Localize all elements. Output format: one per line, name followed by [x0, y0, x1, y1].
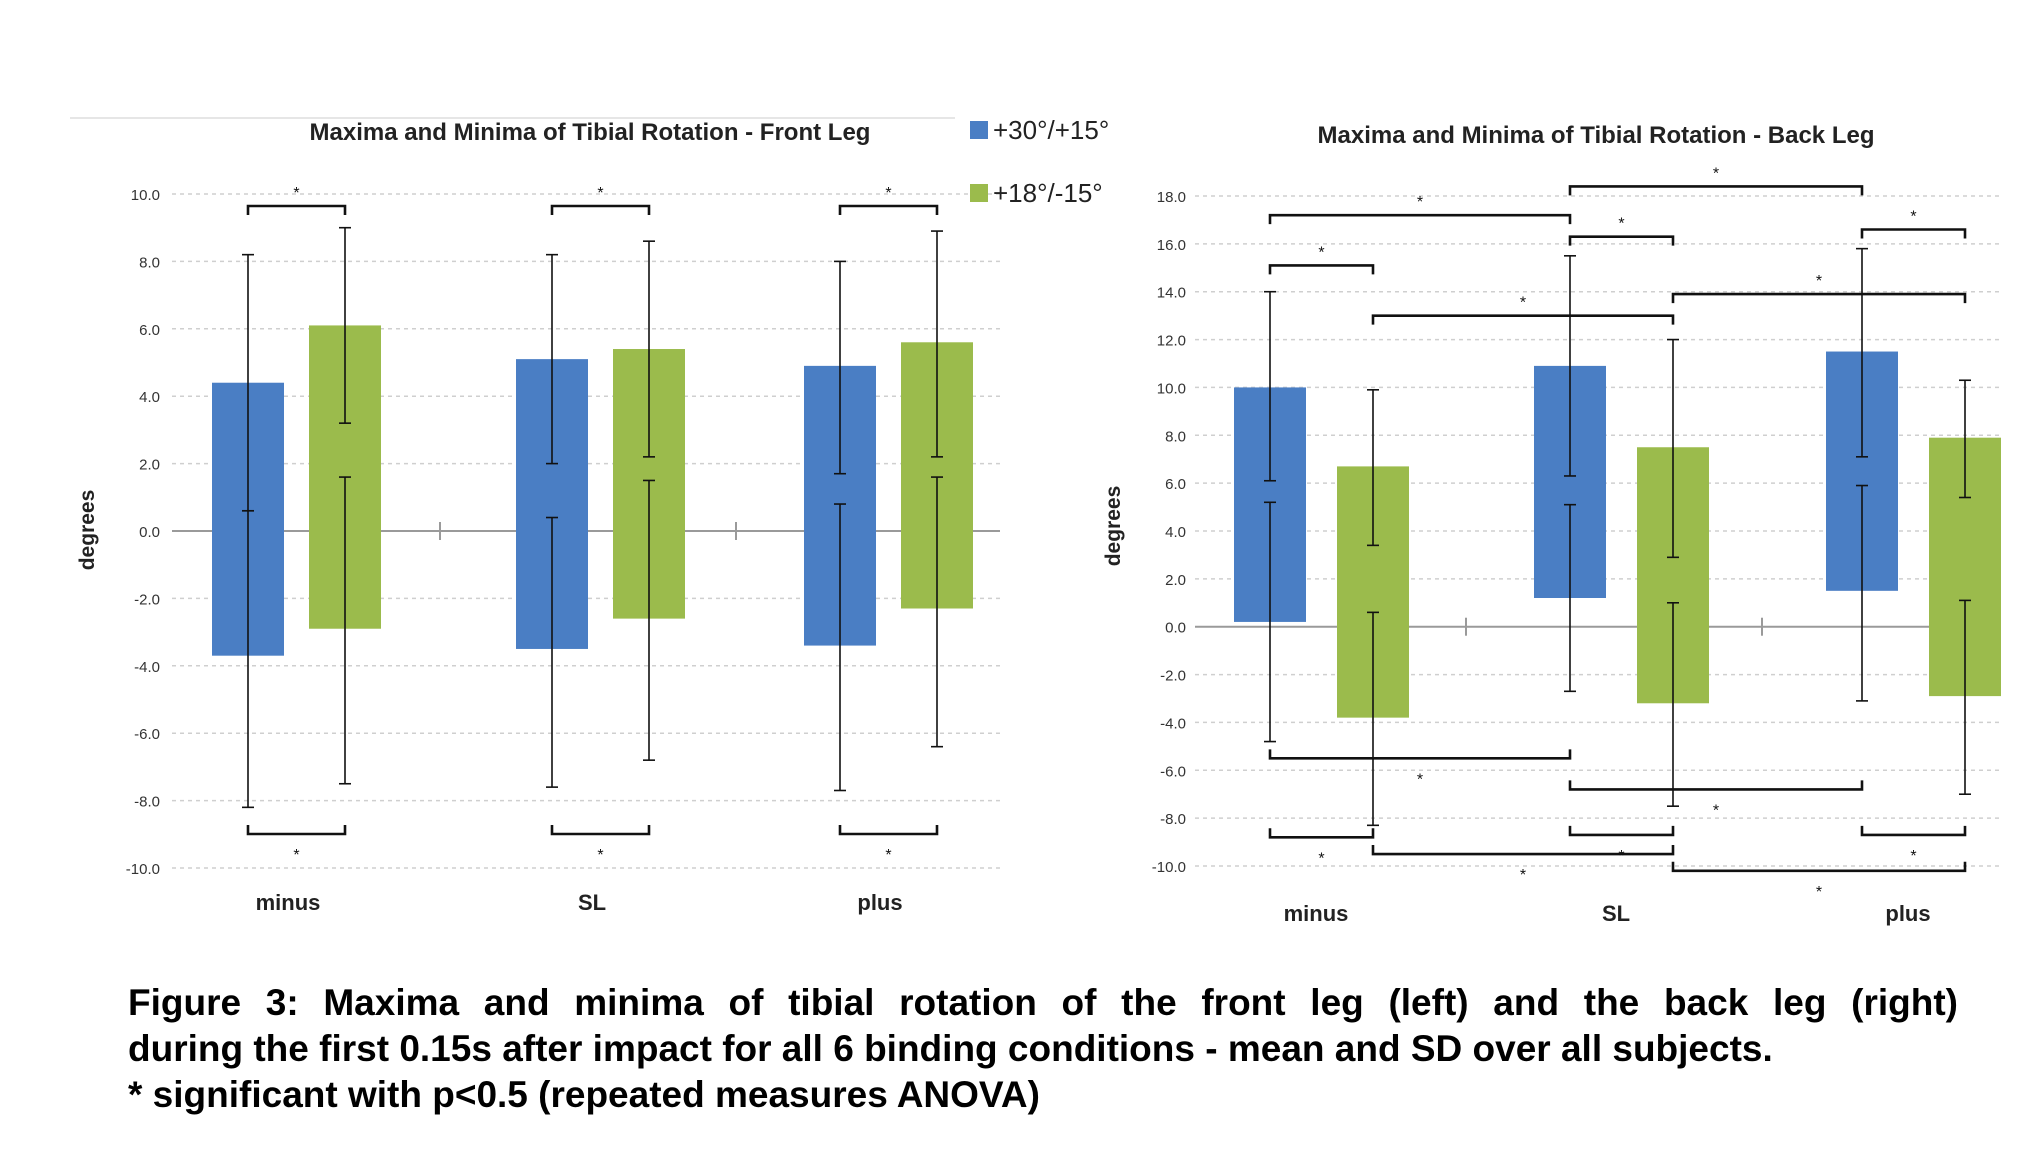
back-significance-bracket-bottom — [1568, 780, 1864, 791]
back-significance-bracket-bottom — [1568, 825, 1675, 837]
legend-label: +30°/+15° — [993, 115, 1109, 145]
back-category-label: minus — [1284, 901, 1349, 926]
back-significance-bracket-top — [1671, 292, 1967, 304]
back-y-tick-label: 2.0 — [1165, 572, 1186, 589]
front-y-tick-label: -4.0 — [134, 659, 160, 676]
back-y-tick-label: 8.0 — [1165, 428, 1186, 445]
front-chart-title: Maxima and Minima of Tibial Rotation - F… — [310, 119, 871, 146]
back-y-tick-label: 0.0 — [1165, 620, 1186, 637]
back-significance-bracket-bottom — [1371, 845, 1675, 856]
back-y-tick-label: 14.0 — [1157, 285, 1186, 302]
front-significance-star: * — [293, 847, 299, 864]
back-y-tick-label: 12.0 — [1157, 333, 1186, 350]
front-leg-chart: Maxima and Minima of Tibial Rotation - F… — [76, 119, 1000, 915]
back-significance-star: * — [1816, 884, 1822, 901]
back-y-tick-label: 6.0 — [1165, 476, 1186, 493]
back-significance-bracket-top — [1860, 228, 1967, 239]
caption-line-1: Figure 3: Maxima and minima of tibial ro… — [128, 982, 1958, 1023]
back-significance-star: * — [1618, 848, 1624, 865]
legend-swatch — [970, 121, 988, 139]
front-category-label: plus — [857, 890, 902, 915]
back-leg-chart: Maxima and Minima of Tibial Rotation - B… — [1102, 122, 2001, 926]
front-y-tick-label: -2.0 — [134, 591, 160, 608]
back-category-label: SL — [1602, 901, 1630, 926]
front-significance-star: * — [885, 185, 891, 202]
back-significance-star: * — [1417, 194, 1423, 211]
back-y-tick-label: -6.0 — [1160, 763, 1186, 780]
front-y-tick-label: -8.0 — [134, 794, 160, 811]
back-significance-bracket-top — [1568, 235, 1675, 246]
back-significance-star: * — [1417, 771, 1423, 788]
front-significance-bracket-top — [550, 204, 651, 215]
back-y-tick-label: 10.0 — [1157, 380, 1186, 397]
front-significance-bracket-top — [838, 204, 939, 215]
back-y-tick-label: -2.0 — [1160, 668, 1186, 685]
front-y-axis-label: degrees — [76, 490, 99, 571]
back-y-tick-label: -8.0 — [1160, 811, 1186, 828]
caption-line-3: * significant with p<0.5 (repeated measu… — [128, 1074, 1040, 1115]
back-y-axis-label: degrees — [1102, 486, 1125, 567]
front-significance-star: * — [597, 847, 603, 864]
back-y-tick-label: -10.0 — [1152, 859, 1186, 876]
front-y-tick-label: -10.0 — [126, 861, 160, 878]
back-significance-bracket-top — [1268, 213, 1572, 225]
back-significance-bracket-bottom — [1268, 828, 1375, 839]
front-y-tick-label: -6.0 — [134, 726, 160, 743]
back-y-tick-label: 4.0 — [1165, 524, 1186, 541]
front-category-label: SL — [578, 890, 606, 915]
caption-line-2: during the first 0.15s after impact for … — [128, 1028, 1773, 1069]
front-significance-bracket-top — [246, 204, 347, 215]
back-y-tick-label: -4.0 — [1160, 715, 1186, 732]
front-y-tick-label: 0.0 — [139, 524, 160, 541]
back-significance-star: * — [1910, 209, 1916, 226]
back-y-tick-label: 18.0 — [1157, 189, 1186, 206]
front-category-label: minus — [256, 890, 321, 915]
legend: +30°/+15° +18°/-15° — [970, 115, 1109, 208]
front-significance-star: * — [597, 185, 603, 202]
back-y-tick-label: 16.0 — [1157, 237, 1186, 254]
front-significance-bracket-bottom — [838, 825, 939, 836]
legend-label: +18°/-15° — [993, 178, 1103, 208]
back-significance-star: * — [1318, 850, 1324, 867]
front-y-tick-label: 10.0 — [131, 187, 160, 204]
front-significance-bracket-bottom — [246, 825, 347, 836]
back-significance-star: * — [1713, 802, 1719, 819]
back-significance-star: * — [1520, 295, 1526, 312]
front-y-tick-label: 8.0 — [139, 254, 160, 271]
back-significance-bracket-top — [1371, 314, 1675, 325]
back-significance-star: * — [1618, 216, 1624, 233]
back-significance-bracket-bottom — [1860, 825, 1967, 837]
back-chart-title: Maxima and Minima of Tibial Rotation - B… — [1318, 122, 1875, 149]
back-category-label: plus — [1885, 901, 1930, 926]
front-y-tick-label: 6.0 — [139, 322, 160, 339]
back-significance-bracket-bottom — [1671, 861, 1967, 873]
back-significance-star: * — [1910, 848, 1916, 865]
front-significance-bracket-bottom — [550, 825, 651, 836]
figure-caption: Figure 3: Maxima and minima of tibial ro… — [128, 980, 1958, 1118]
back-significance-star: * — [1713, 165, 1719, 182]
back-significance-star: * — [1520, 867, 1526, 884]
back-significance-bracket-bottom — [1268, 749, 1572, 760]
front-significance-star: * — [885, 847, 891, 864]
legend-swatch — [970, 184, 988, 202]
back-significance-bracket-top — [1268, 264, 1375, 275]
front-y-tick-label: 4.0 — [139, 389, 160, 406]
front-y-tick-label: 2.0 — [139, 457, 160, 474]
back-significance-bracket-top — [1568, 185, 1864, 196]
back-significance-star: * — [1318, 244, 1324, 261]
back-significance-star: * — [1816, 273, 1822, 290]
front-significance-star: * — [293, 185, 299, 202]
